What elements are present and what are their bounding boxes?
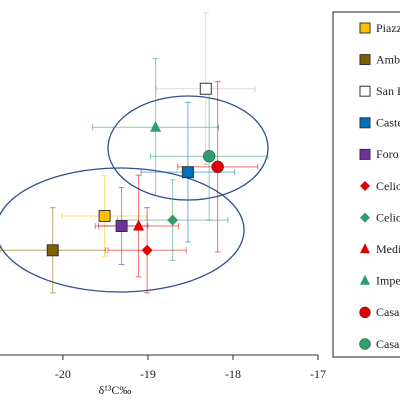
x-tick-label: -18 — [225, 367, 241, 381]
marker — [202, 149, 216, 163]
legend-box — [332, 11, 400, 358]
legend-marker — [359, 85, 371, 97]
marker — [98, 209, 111, 222]
marker — [141, 244, 153, 256]
legend-marker — [359, 117, 371, 129]
legend-label: Amba — [376, 52, 400, 66]
legend-marker — [359, 306, 371, 319]
legend-label: Medio — [376, 242, 400, 256]
legend-label: Piazza — [376, 21, 400, 35]
x-axis-label: δ¹³C‰ — [99, 383, 132, 397]
marker — [211, 160, 224, 174]
x-tick-label: -19 — [140, 367, 156, 381]
legend-label: Celio — [376, 210, 400, 224]
marker — [115, 220, 128, 233]
legend-marker — [360, 243, 370, 254]
marker — [133, 219, 145, 231]
marker — [167, 214, 179, 226]
marker — [181, 166, 194, 179]
legend-label: Imper — [376, 274, 400, 288]
group-ellipse — [0, 167, 245, 293]
legend-label: San P — [376, 84, 400, 98]
x-tick-label: -17 — [310, 367, 326, 381]
legend-label: Castel — [376, 116, 400, 130]
legend-marker — [359, 54, 371, 66]
legend-label: Casal — [376, 305, 400, 319]
marker — [150, 120, 162, 132]
legend-label: Foro d — [376, 147, 400, 161]
legend-marker — [360, 212, 370, 223]
x-tick-label: -20 — [55, 367, 71, 381]
legend-label: Casal — [376, 337, 400, 351]
legend-marker — [359, 22, 371, 34]
legend-marker — [360, 274, 370, 285]
legend-label: Celio — [376, 179, 400, 193]
legend-marker — [360, 181, 370, 191]
marker — [46, 244, 59, 257]
marker — [199, 82, 212, 95]
legend-marker — [359, 148, 371, 160]
legend-marker — [359, 338, 371, 350]
